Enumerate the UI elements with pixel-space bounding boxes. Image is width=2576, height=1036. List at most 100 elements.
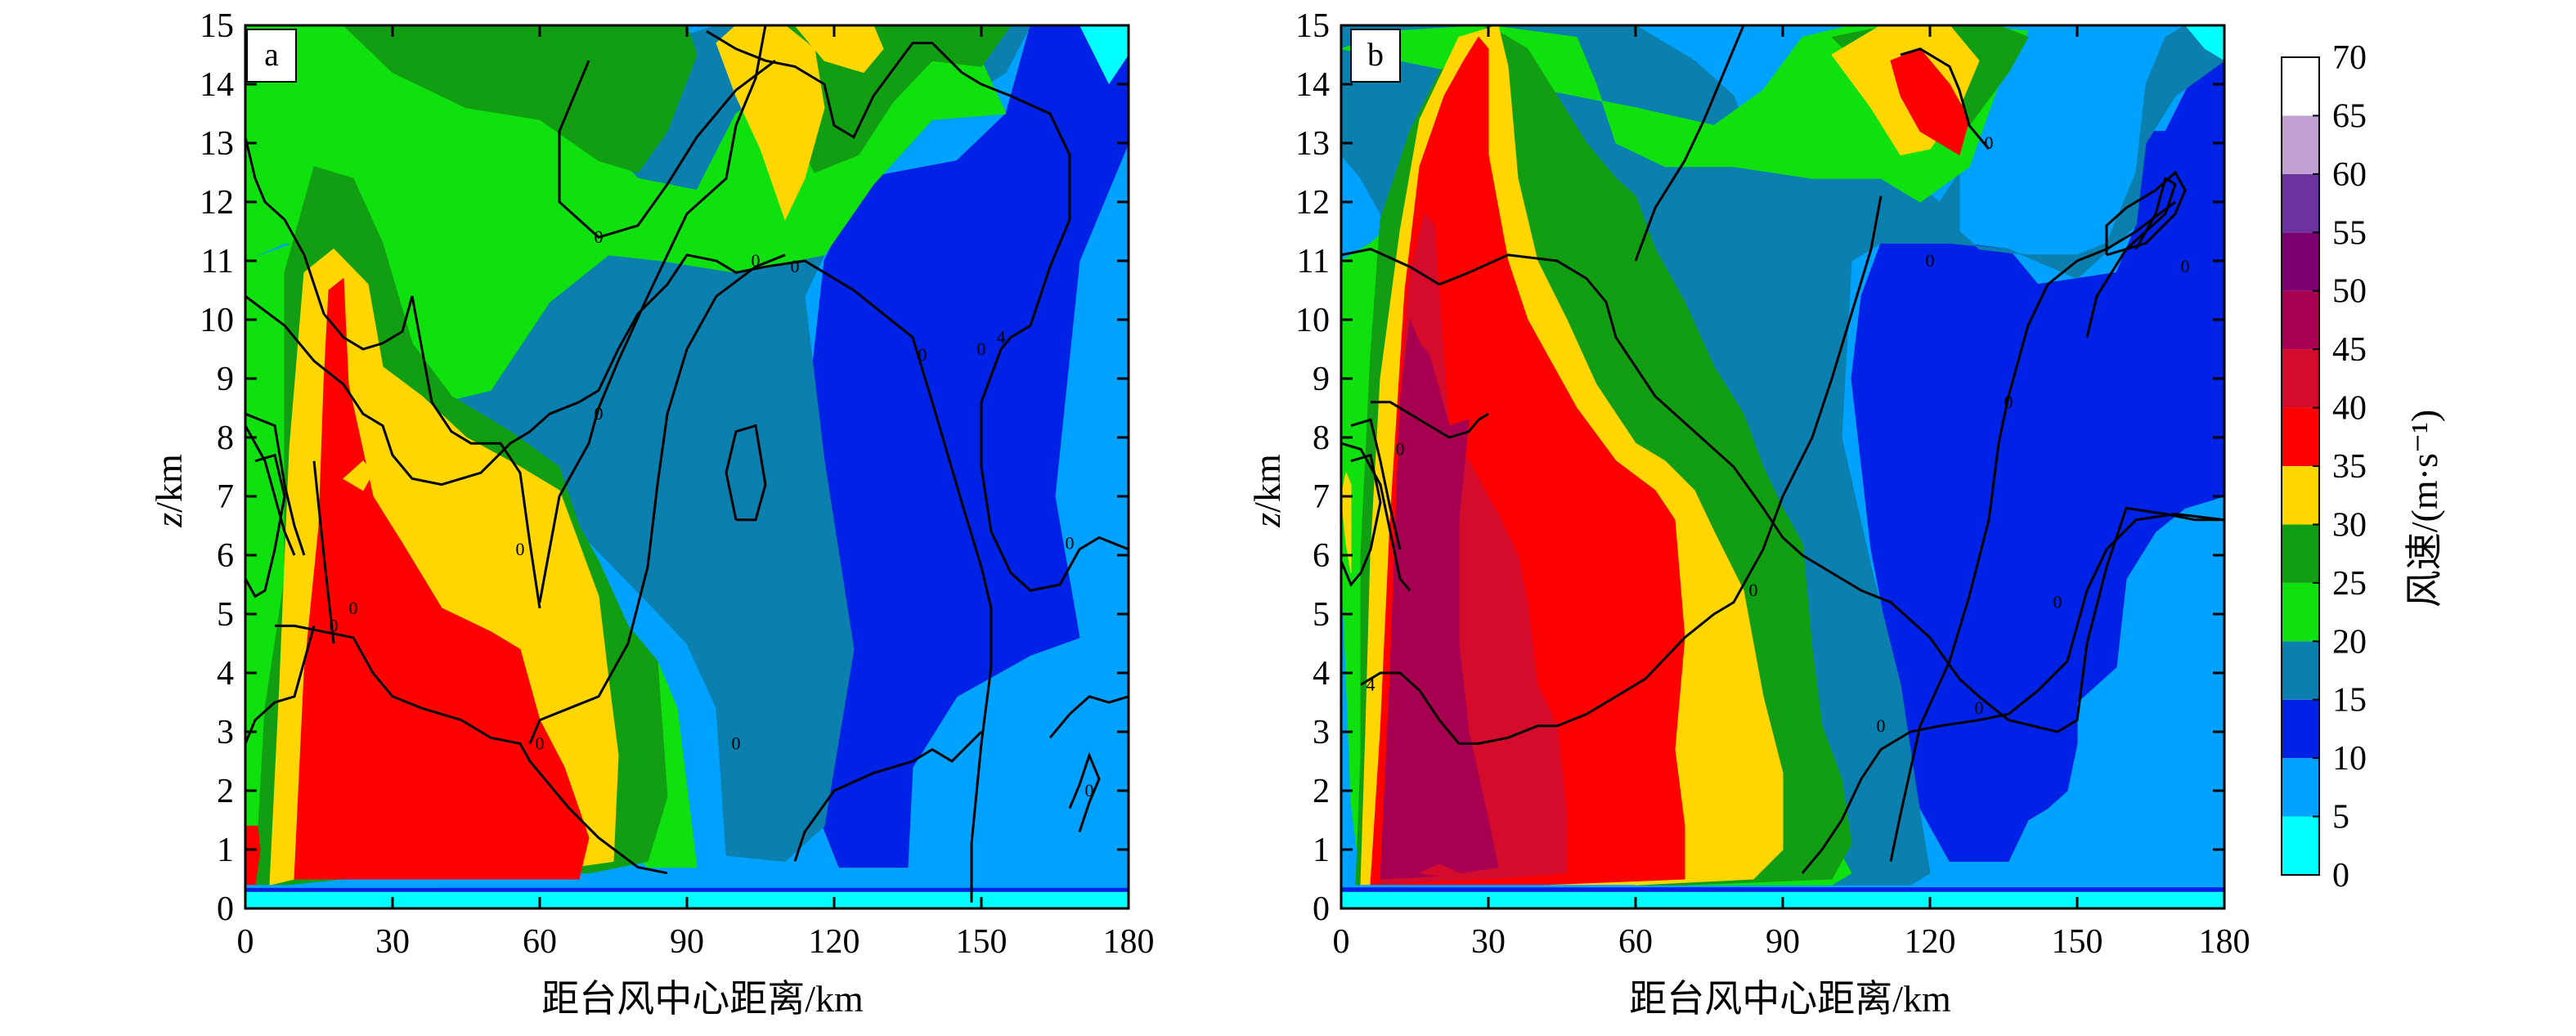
- contour-line: [2105, 170, 2187, 257]
- x-tick-label: 120: [1905, 923, 1956, 961]
- contour-label: 0: [1877, 715, 1886, 736]
- y-tick-label: 7: [1313, 478, 1330, 516]
- y-tick-label: 5: [1313, 596, 1330, 634]
- y-tick-label: 14: [200, 66, 234, 104]
- colorbar-swatch: [2282, 524, 2319, 583]
- contour-line: [528, 253, 786, 744]
- y-tick-label: 12: [200, 184, 234, 222]
- colorbar-tick-label: 50: [2332, 273, 2367, 311]
- contour-line: [1889, 200, 2176, 862]
- wind-speed-region: [1341, 471, 1352, 573]
- x-tick-label: 60: [523, 923, 557, 961]
- contour-line: [1634, 25, 1745, 262]
- contour-label: 0: [1396, 438, 1405, 459]
- y-axis-var-a: z: [148, 513, 190, 528]
- contour-label: 0: [1975, 697, 1984, 718]
- panel-label-box-b: [1350, 29, 1401, 83]
- contour-label: 0: [516, 539, 525, 559]
- x-tick-label: 90: [670, 923, 704, 961]
- y-tick-label: 15: [200, 7, 234, 45]
- colorbar-swatch: [2282, 349, 2319, 408]
- x-tick-label: 150: [956, 923, 1008, 961]
- y-tick-label: 6: [217, 537, 234, 575]
- colorbar: 0 5 10 15 20 25 30 35 40 45 50 55 60 65 70: [2281, 39, 2367, 895]
- contour-label: 0: [1066, 533, 1075, 554]
- y-axis-unit-a: /km: [148, 454, 190, 513]
- plot-area-b: 0 0 0 0 0 0 0 0 4 0: [1341, 25, 2224, 908]
- x-axis-title-a: 距台风中心距离/km: [541, 978, 864, 1020]
- colorbar-tick-label: 30: [2332, 506, 2367, 544]
- contour-label: 0: [595, 226, 604, 247]
- y-tick-label: 2: [217, 773, 234, 810]
- panel-label-box-a: [246, 29, 297, 83]
- x-tick-label: 90: [1766, 923, 1800, 961]
- contour-line: [1801, 513, 2224, 874]
- contour-line: [1341, 442, 1411, 592]
- y-tick-label: 11: [1297, 243, 1330, 280]
- contour-label: 0: [977, 339, 986, 359]
- y-axis-unit-b: /km: [1246, 454, 1288, 513]
- x-tick-label: 0: [1333, 923, 1350, 961]
- contour-label: 4: [1367, 674, 1376, 694]
- colorbar-swatch: [2282, 115, 2319, 174]
- colorbar-swatch: [2282, 466, 2319, 525]
- colorbar-tick-label: 45: [2332, 331, 2367, 369]
- near-surface-band: [245, 887, 1129, 892]
- panel-label-a: a: [264, 36, 279, 73]
- contour-line: [1371, 401, 1489, 439]
- wind-speed-region: [2185, 25, 2224, 61]
- wind-speed-region: [343, 460, 374, 491]
- x-tick-label: 120: [809, 923, 860, 961]
- y-tick-label: 2: [1313, 773, 1330, 810]
- y-tick-label: 3: [217, 714, 234, 751]
- contour-label: 0: [595, 403, 604, 424]
- colorbar-tick-label: 35: [2332, 448, 2367, 486]
- wind-speed-region: [343, 25, 698, 173]
- colorbar-swatch: [2282, 407, 2319, 466]
- wind-speed-region: [716, 25, 825, 221]
- y-tick-label: 10: [200, 302, 234, 339]
- contour-label: 0: [349, 598, 358, 618]
- colorbar-tick-label: 10: [2332, 740, 2367, 778]
- svg-text:z/km: z/km: [148, 454, 190, 528]
- contour-line: [538, 25, 767, 603]
- x-tick-label: 180: [1103, 923, 1155, 961]
- x-tick-label: 60: [1618, 923, 1653, 961]
- contour-label: 0: [2004, 392, 2013, 412]
- y-tick-label: 0: [1313, 890, 1330, 928]
- contour-line: [725, 424, 767, 522]
- wind-speed-region: [794, 25, 884, 74]
- contour-line: [1900, 47, 1990, 150]
- colorbar-tick-label: 40: [2332, 390, 2367, 428]
- contour-line: [1341, 248, 2224, 733]
- y-axis-var-b: z: [1246, 513, 1288, 528]
- y-tick-label: 12: [1295, 184, 1330, 222]
- colorbar-swatch: [2282, 582, 2319, 642]
- wind-speed-region: [1890, 48, 1970, 156]
- y-tick-label: 1: [217, 832, 234, 869]
- contour-label: 0: [1985, 132, 1994, 153]
- colorbar-swatch: [2282, 232, 2319, 291]
- colorbar-swatch: [2282, 173, 2319, 233]
- wind-speed-region: [1418, 863, 1461, 877]
- wind-speed-region: [294, 277, 590, 880]
- near-surface-band: [1341, 887, 2224, 892]
- y-tick-label: 7: [217, 478, 234, 516]
- colorbar-tick-label: 20: [2332, 623, 2367, 661]
- contour-label: 0: [1085, 780, 1094, 801]
- y-tick-label: 3: [1313, 714, 1330, 751]
- contour-line: [1068, 751, 1101, 832]
- y-tick-label: 6: [1313, 537, 1330, 575]
- contour-line: [706, 29, 1129, 592]
- contour-line: [245, 625, 316, 744]
- contour-label: 0: [752, 250, 761, 271]
- y-tick-label: 1: [1313, 832, 1330, 869]
- panel-label-b: b: [1367, 36, 1384, 73]
- contour-label: 0: [1926, 250, 1935, 271]
- contour-line: [1341, 453, 1382, 587]
- y-tick-label: 4: [1313, 655, 1330, 693]
- y-tick-label: 14: [1295, 66, 1330, 104]
